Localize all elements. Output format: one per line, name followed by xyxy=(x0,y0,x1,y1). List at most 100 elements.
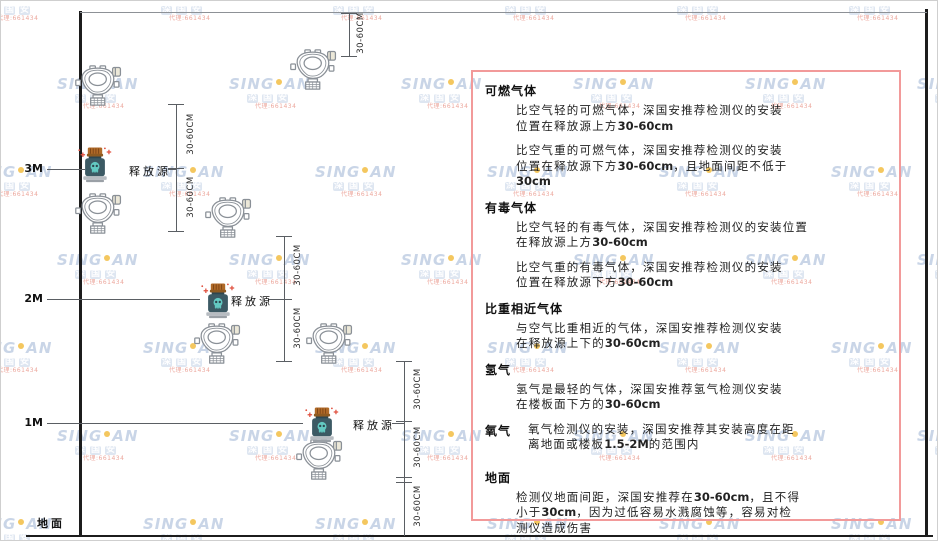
watermark-dot-icon xyxy=(18,343,25,349)
dim-tick xyxy=(396,361,412,362)
panel-section: 可燃气体 比空气轻的可燃气体，深国安推荐检测仪的安装 位置在释放源上方30-60cm… xyxy=(473,82,899,190)
watermark-contact: 代理:661434 xyxy=(341,367,383,375)
watermark-cn: 深国安 xyxy=(161,180,203,192)
height-label-2m: 2M xyxy=(24,292,43,305)
watermark-contact: 代理:661434 xyxy=(0,15,39,23)
dim-tick xyxy=(396,421,412,422)
watermark-cn: 深国安 xyxy=(333,180,375,192)
dim-tick xyxy=(276,236,292,237)
panel-text-line: 比空气轻的有毒气体，深国安推荐检测仪的安装位置 xyxy=(516,219,809,234)
watermark-dot-icon xyxy=(190,519,197,525)
release-source-label: 释放源 xyxy=(353,419,395,432)
release-source-icon xyxy=(77,146,113,185)
panel-text-line: 比空气重的可燃气体，深国安推荐检测仪的安装 xyxy=(516,143,783,157)
watermark-dot-icon xyxy=(448,255,455,261)
panel-section: 有毒气体比空气轻的有毒气体，深国安推荐检测仪的安装位置 在释放源上方30-60cm… xyxy=(473,199,899,291)
gas-detector-icon xyxy=(75,65,122,106)
watermark-cn: 深国安 xyxy=(75,445,207,456)
gas-detector-icon xyxy=(194,323,241,364)
watermark-dot-icon xyxy=(276,431,283,437)
panel-section-heading: 比重相近气体 xyxy=(485,301,564,316)
gas-detector-icon xyxy=(290,49,337,90)
panel-section-heading: 可燃气体 xyxy=(485,84,538,98)
panel-section: 比重相近气体 与空气比重相近的气体，深国安推荐检测仪安装 在释放源上下的30-60c… xyxy=(473,300,899,352)
release-source-label: 释放源 xyxy=(231,295,273,308)
dim-tick xyxy=(341,13,357,14)
ceiling-line xyxy=(80,12,927,13)
dimension-line-1m xyxy=(404,361,405,536)
panel-section-heading: 氧气 xyxy=(485,423,512,438)
panel-text-line: 在楼板面下方的30-60cm xyxy=(516,397,661,411)
watermark-contact: 代理:661434 xyxy=(169,15,211,23)
gas-detector-icon xyxy=(75,193,122,234)
dimension-label: 30-60CM xyxy=(413,426,423,468)
dimension-label: 30-60CM xyxy=(186,176,196,218)
dim-tick-break xyxy=(396,482,412,483)
ground-label: 地面 xyxy=(37,517,65,530)
installation-guide-panel: 可燃气体 比空气轻的可燃气体，深国安推荐检测仪的安装 位置在释放源上方30-60cm… xyxy=(471,70,901,535)
watermark-dot-icon xyxy=(276,79,283,85)
dimension-label: 30-60CM xyxy=(413,368,423,410)
panel-section: 氢气 氢气是最轻的气体，深国安推荐氢气检测仪安装 在楼板面下方的30-60cm xyxy=(473,361,899,413)
panel-text-line: 氧气检测仪的安装，深国安推荐其安装高度在距 xyxy=(528,421,795,436)
panel-text-line: 比空气轻的可燃气体，深国安推荐检测仪的安装 xyxy=(516,103,783,117)
dimension-label: 30-60CM xyxy=(413,485,423,527)
dimension-label: 30-60CM xyxy=(293,307,303,349)
dim-tick xyxy=(276,299,292,300)
watermark-contact: 代理:661434 xyxy=(341,191,383,199)
watermark-cn: 深国安 xyxy=(505,4,547,16)
watermark-contact: 代理:661434 xyxy=(83,279,125,287)
panel-text-line: 测仪造成伤害 xyxy=(516,520,593,535)
leader-line-3m xyxy=(47,169,85,170)
dim-tick xyxy=(276,361,292,362)
watermark-dot-icon xyxy=(448,79,455,85)
gas-detector-icon xyxy=(306,323,353,364)
panel-section-heading: 有毒气体 xyxy=(485,200,538,215)
panel-text-line: 在释放源上方30-60cm xyxy=(516,235,648,249)
panel-section-heading: 氢气 xyxy=(485,362,512,377)
panel-sections: 可燃气体 比空气轻的可燃气体，深国安推荐检测仪的安装 位置在释放源上方30-60cm… xyxy=(473,82,899,536)
watermark-dot-icon xyxy=(362,343,369,349)
dim-tick-break xyxy=(396,477,412,478)
leader-line-2m xyxy=(47,299,200,300)
watermark-dot-icon xyxy=(362,519,369,525)
dimension-line-3m xyxy=(176,104,177,231)
watermark-cn: 深国安 xyxy=(1,5,121,16)
floor-line xyxy=(26,535,933,537)
release-source-label: 释放源 xyxy=(129,165,171,178)
watermark-contact: 代理:661434 xyxy=(255,103,297,111)
dim-tick xyxy=(341,56,357,57)
watermark-dot-icon xyxy=(18,519,25,525)
panel-text-line: 比空气重的有毒气体，深国安推荐检测仪的安装 xyxy=(516,259,783,274)
watermark-cn: 深国安 xyxy=(161,4,203,16)
release-source-icon xyxy=(200,282,236,321)
height-label-3m: 3M xyxy=(24,162,43,175)
panel-text-line: 离地面或楼板1.5-2M的范围内 xyxy=(528,437,700,451)
watermark-contact: 代理:661434 xyxy=(0,367,39,375)
left-wall-line xyxy=(79,11,82,537)
watermark-cn: 深国安 xyxy=(677,4,719,16)
panel-section: 氧气 氧气检测仪的安装，深国安推荐其安装高度在距 离地面或楼板1.5-2M的范围内 xyxy=(473,422,899,453)
dimension-line-2m xyxy=(284,236,285,361)
watermark-contact: 代理:661434 xyxy=(513,15,555,23)
dimension-label: 30-60CM xyxy=(356,12,366,54)
dimension-label: 30-60CM xyxy=(293,244,303,286)
gas-detector-icon xyxy=(296,439,343,480)
panel-section-heading: 地面 xyxy=(485,470,512,485)
watermark-dot-icon xyxy=(448,431,455,437)
panel-text-line: 小于30cm，因为过低容易水溅腐蚀等，容易对检 xyxy=(516,505,793,519)
panel-text-line: 在释放源上下的30-60cm xyxy=(516,336,661,350)
leader-line-1m-dim xyxy=(392,423,405,424)
dim-tick xyxy=(168,168,184,169)
dim-tick xyxy=(168,104,184,105)
